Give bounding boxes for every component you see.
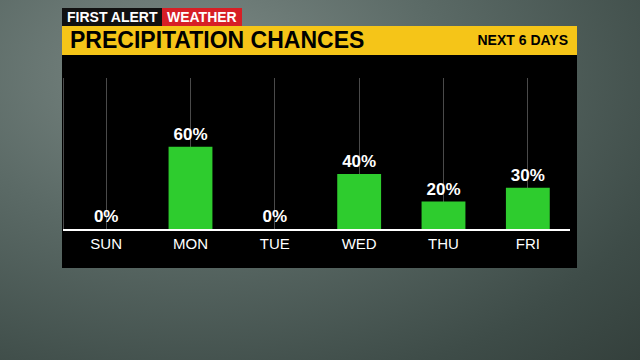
- svg-text:60%: 60%: [173, 125, 207, 144]
- svg-text:0%: 0%: [94, 207, 119, 226]
- html-text:PRECIPITATION CHANCES: PRECIPITATION CHANCES: [70, 27, 365, 53]
- svg-text:20%: 20%: [426, 180, 460, 199]
- svg-text:WED: WED: [342, 235, 377, 252]
- svg-text:SUN: SUN: [90, 235, 122, 252]
- svg-text:THU: THU: [428, 235, 459, 252]
- svg-text:MON: MON: [173, 235, 208, 252]
- html-text:FIRST ALERT: FIRST ALERT: [67, 9, 158, 25]
- svg-text:0%: 0%: [263, 207, 288, 226]
- svg-text:30%: 30%: [511, 166, 545, 185]
- svg-text:40%: 40%: [342, 152, 376, 171]
- svg-text:FRI: FRI: [516, 235, 540, 252]
- svg-text:TUE: TUE: [260, 235, 290, 252]
- html-text:WEATHER: WEATHER: [167, 9, 237, 25]
- html-text:NEXT 6 DAYS: NEXT 6 DAYS: [477, 32, 568, 48]
